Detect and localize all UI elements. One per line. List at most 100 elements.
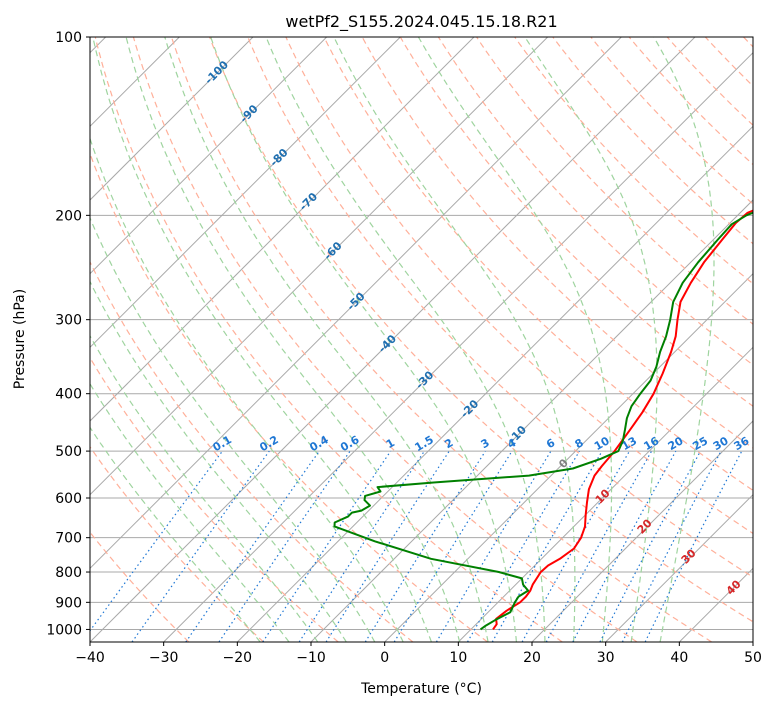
dry-adiabat-line xyxy=(704,37,753,87)
moist-adiabat-line xyxy=(524,37,658,642)
mixing-ratio-line xyxy=(572,450,677,642)
mixing-ratio-label: 36 xyxy=(732,434,752,453)
y-tick-label: 200 xyxy=(55,208,82,224)
isotherm-line xyxy=(236,125,753,642)
y-axis-label: Pressure (hPa) xyxy=(12,289,28,389)
mixing-ratio-line xyxy=(262,450,392,642)
mixing-ratio-line xyxy=(90,450,223,632)
dewpoint-profile-line xyxy=(333,211,753,631)
isotherm-line xyxy=(90,37,696,642)
dry-adiabat-line xyxy=(132,37,638,642)
moist-adiabat-line xyxy=(92,37,432,642)
mixing-ratio-label: 30 xyxy=(711,434,731,453)
x-tick-label: 0 xyxy=(380,650,389,666)
mixing-ratio-label: 25 xyxy=(690,434,710,453)
mixing-ratio-line xyxy=(599,450,702,642)
moist-adiabat-label: 10 xyxy=(593,486,613,506)
isotherm-line xyxy=(752,641,753,642)
dry-adiabat-line xyxy=(90,151,488,642)
isotherm-line xyxy=(90,37,622,570)
y-axis-ticks: 100 200 300 400 500 600 700 800 900 1000 xyxy=(46,30,90,638)
mixing-ratio-line xyxy=(393,450,513,642)
dry-adiabat-line xyxy=(590,37,753,205)
moist-adiabat-line xyxy=(90,382,290,642)
moist-adiabat-line xyxy=(90,334,319,642)
plot-frame xyxy=(89,36,754,643)
dry-adiabat-line xyxy=(94,37,563,642)
isotherm-line xyxy=(384,272,753,642)
moist-adiabat-line xyxy=(333,37,576,642)
y-tick-label: 700 xyxy=(55,531,82,547)
line-labels: -100-90-80-70-60-50-40-30-20-100.1 0.2 0.4… xyxy=(202,58,751,598)
mixing-ratio-line xyxy=(185,450,320,642)
y-tick-label: 300 xyxy=(55,313,82,329)
dry-adiabat-line xyxy=(476,37,753,325)
isotherm-line xyxy=(457,346,753,642)
mixing-ratio-line xyxy=(466,450,580,642)
mixing-ratio-line xyxy=(364,450,486,642)
isotherm-line xyxy=(90,37,475,422)
dry-adiabat-line xyxy=(247,37,753,578)
dry-adiabat-line xyxy=(361,37,753,449)
mixing-ratio-line xyxy=(298,450,425,642)
isotherm-line xyxy=(90,37,254,201)
moist-adiabat-line xyxy=(90,280,347,642)
x-tick-label: −40 xyxy=(75,650,105,666)
chart-title: wetPf2_S155.2024.045.15.18.R21 xyxy=(285,12,557,32)
x-tick-label: 40 xyxy=(670,650,688,666)
mixing-ratio-label: 16 xyxy=(641,434,661,453)
mixing-ratio-line xyxy=(325,450,450,642)
x-tick-label: −20 xyxy=(223,650,253,666)
dry-adiabat-line xyxy=(666,37,753,126)
mixing-ratio-label: 20 xyxy=(666,434,686,453)
moist-adiabat-line xyxy=(90,136,404,642)
moist-adiabat-line xyxy=(210,37,518,642)
mixing-ratio-label: 10 xyxy=(592,434,612,453)
mixing-ratio-line xyxy=(435,450,552,642)
mixing-ratio-label: 3 xyxy=(479,436,492,451)
dry-adiabat-line xyxy=(209,37,753,623)
dry-adiabat-line xyxy=(514,37,753,285)
x-tick-label: 10 xyxy=(449,650,467,666)
mixing-ratio-line xyxy=(545,450,653,642)
mixing-ratio-line xyxy=(644,450,743,642)
dry-adiabat-line xyxy=(437,37,753,366)
y-tick-label: 600 xyxy=(55,491,82,507)
moist-adiabat-line xyxy=(653,37,715,642)
dry-adiabat-line xyxy=(90,260,414,642)
dry-adiabat-line xyxy=(399,37,753,407)
moist-adiabat-line xyxy=(90,426,261,642)
moist-adiabat-label: 20 xyxy=(635,516,655,536)
x-tick-label: 30 xyxy=(597,650,615,666)
y-tick-label: 500 xyxy=(55,444,82,460)
dry-adiabat-line xyxy=(170,37,713,642)
y-tick-label: 800 xyxy=(55,565,82,581)
mixing-ratio-label: 8 xyxy=(573,436,586,451)
x-tick-label: 50 xyxy=(744,650,762,666)
dry-adiabat-line xyxy=(743,37,753,48)
x-tick-label: −30 xyxy=(149,650,179,666)
moist-adiabat-line xyxy=(164,37,489,642)
sounding-profiles xyxy=(333,209,753,631)
dry-adiabat-line xyxy=(90,356,339,642)
moist-adiabat-line xyxy=(90,216,376,642)
y-tick-label: 100 xyxy=(55,30,82,46)
x-axis-ticks: −40 −30 −20 −10 0 10 20 30 40 50 xyxy=(75,642,762,666)
dry-adiabat-line xyxy=(90,531,190,642)
mixing-ratio-label: 1 xyxy=(384,436,397,451)
x-tick-label: −10 xyxy=(296,650,326,666)
background-lines xyxy=(90,37,753,642)
mixing-ratio-label: 6 xyxy=(544,436,557,451)
y-tick-label: 400 xyxy=(55,387,82,403)
isotherm-line xyxy=(90,37,549,496)
dry-adiabat-line xyxy=(90,445,264,642)
temperature-profile-line xyxy=(492,209,753,630)
isotherm-line xyxy=(163,51,753,642)
mixing-ratio-line xyxy=(131,450,270,642)
moist-adiabat-label: 30 xyxy=(679,546,699,566)
dry-adiabat-line xyxy=(628,37,753,166)
x-tick-label: 20 xyxy=(523,650,541,666)
mixing-ratio-line xyxy=(218,450,351,642)
moist-adiabat-line xyxy=(265,37,546,642)
